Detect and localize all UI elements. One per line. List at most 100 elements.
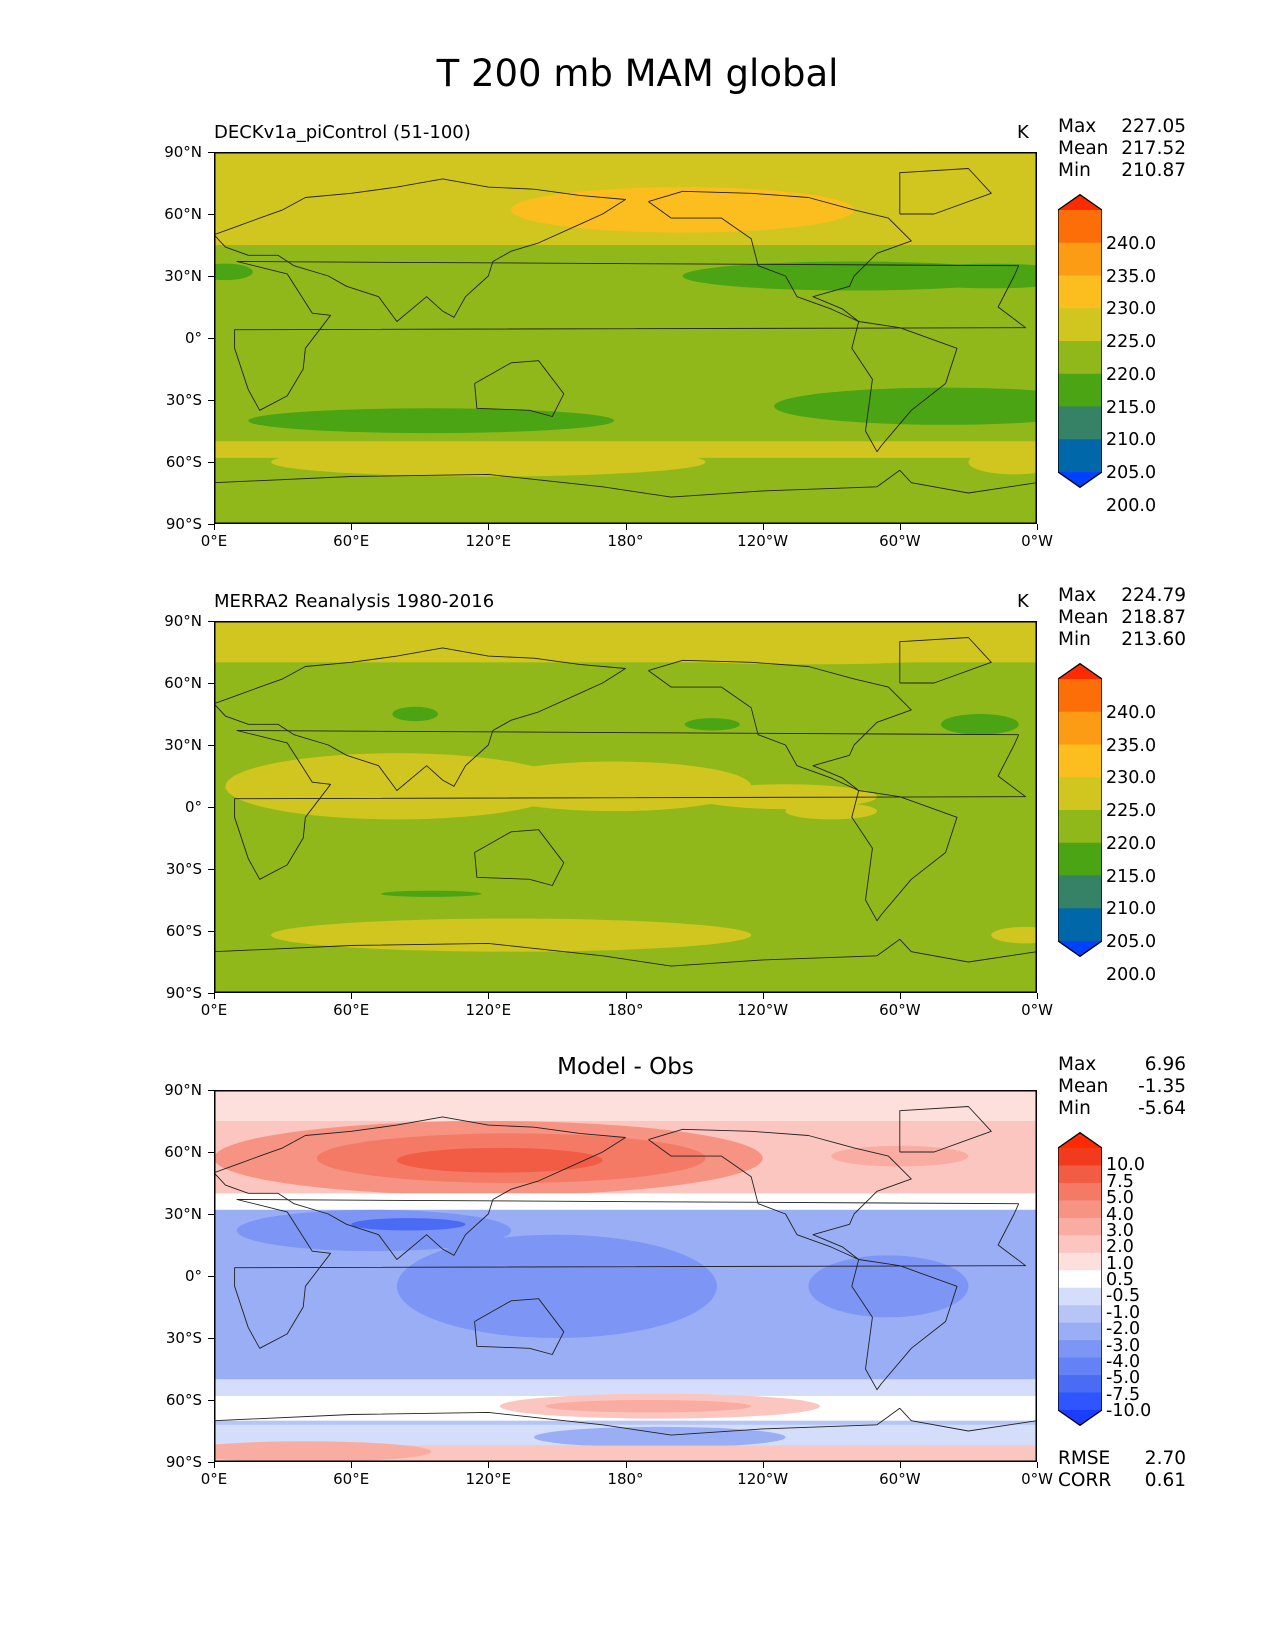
lon-tick-mark xyxy=(488,1462,490,1468)
lat-tick-mark xyxy=(208,621,214,622)
lat-tick-mark xyxy=(208,683,214,684)
coastline-north-america xyxy=(648,190,912,322)
coastline-south-america xyxy=(851,321,958,453)
stat-value-max: 227.05 xyxy=(1121,116,1186,137)
colorbar-level-label: 230.0 xyxy=(1106,768,1157,789)
colorbar-level-label: 230.0 xyxy=(1106,299,1157,320)
stat-value-min: -5.64 xyxy=(1138,1098,1186,1119)
coastline-eurasia xyxy=(213,647,626,791)
field-southern-light xyxy=(214,1379,1037,1396)
colorbar-swatch xyxy=(1058,373,1102,408)
colorbar-level-label: 240.0 xyxy=(1106,233,1157,254)
colorbar-extend-min xyxy=(1058,941,1102,957)
lat-tick-mark xyxy=(208,152,214,153)
stat-row-min: Min -5.64 xyxy=(1058,1098,1186,1120)
stat-label-mean: Mean xyxy=(1058,1076,1109,1097)
stat-value-mean: 218.87 xyxy=(1121,607,1186,628)
lat-tick-label: 0° xyxy=(184,798,202,816)
stat-value-mean: 217.52 xyxy=(1121,138,1186,159)
colorbar-swatch xyxy=(1058,1252,1102,1271)
lat-tick-label: 30°S xyxy=(165,1329,202,1347)
lon-tick-mark xyxy=(899,524,901,530)
colorbar-svg xyxy=(1057,1131,1103,1427)
colorbar-swatch xyxy=(1058,1322,1102,1341)
lon-tick-mark xyxy=(1037,1462,1038,1468)
lon-tick-label: 180° xyxy=(607,1001,644,1019)
stat-row-max: Max 227.05 xyxy=(1058,116,1186,138)
colorbar-level-label: 220.0 xyxy=(1106,833,1157,854)
lat-tick-label: 60°S xyxy=(165,1391,202,1409)
colorbar-level-label: 0.5 xyxy=(1106,1270,1134,1290)
lon-tick-label: 60°W xyxy=(879,532,921,550)
lon-tick-label: 120°W xyxy=(737,532,789,550)
lon-tick-label: 0°E xyxy=(200,532,228,550)
panel-1-map xyxy=(197,152,1118,525)
colorbar-level-label: -0.5 xyxy=(1106,1286,1141,1307)
coastline-eurasia xyxy=(213,1116,626,1260)
stat-label-mean: Mean xyxy=(1058,138,1109,159)
lon-tick-mark xyxy=(214,1462,215,1468)
lat-tick-mark xyxy=(208,1338,214,1339)
field-cool-asia xyxy=(392,706,439,722)
lat-tick-label: 30°N xyxy=(164,736,202,754)
colorbar-level-label: 7.5 xyxy=(1106,1171,1134,1192)
coastline-greenland xyxy=(899,1106,992,1153)
lon-tick-mark xyxy=(488,993,490,999)
colorbar-swatch xyxy=(1058,439,1102,473)
colorbar-level-label: -3.0 xyxy=(1106,1335,1141,1356)
colorbar-swatch xyxy=(1058,1217,1102,1236)
field-tropics-cool-pacific xyxy=(396,1234,717,1338)
lon-tick-label: 60°W xyxy=(879,1001,921,1019)
colorbar-swatch xyxy=(1058,1340,1102,1359)
colorbar-level-label: 210.0 xyxy=(1106,899,1157,920)
colorbar-swatch xyxy=(1058,210,1102,244)
stat-value-min: 213.60 xyxy=(1121,629,1186,650)
colorbar-level-label: 240.0 xyxy=(1106,702,1157,723)
colorbar-swatch xyxy=(1058,1375,1102,1394)
lat-tick-label: 90°S xyxy=(165,515,202,533)
colorbar-swatch xyxy=(1058,1392,1102,1411)
colorbar-level-label: 235.0 xyxy=(1106,735,1157,756)
lon-tick-mark xyxy=(214,524,215,530)
lon-tick-label: 0°W xyxy=(1021,1470,1053,1488)
colorbar-swatch xyxy=(1058,242,1102,277)
lon-tick-mark xyxy=(762,1462,764,1468)
field-tropical-warm-andes xyxy=(785,802,877,820)
lat-tick-mark xyxy=(208,993,214,994)
colorbar-level-label: 220.0 xyxy=(1106,364,1157,385)
panel-2-map xyxy=(213,621,1060,994)
stat-value-min: 210.87 xyxy=(1121,160,1186,181)
colorbar-swatch xyxy=(1058,1270,1102,1289)
stat-row-mean: Mean 217.52 xyxy=(1058,138,1186,160)
colorbar-swatch xyxy=(1058,1287,1102,1306)
lon-tick-label: 120°E xyxy=(465,1470,512,1488)
colorbar-level-label: 225.0 xyxy=(1106,332,1157,352)
coastline-greenland xyxy=(899,168,992,215)
lat-tick-label: 60°N xyxy=(164,1143,202,1161)
colorbar-level-label: 200.0 xyxy=(1106,495,1157,516)
lon-tick-label: 120°W xyxy=(737,1470,789,1488)
stat-label-max: Max xyxy=(1058,585,1097,606)
lon-tick-mark xyxy=(351,524,353,530)
colorbar-swatch xyxy=(1058,777,1102,811)
panel-1-title: DECKv1a_piControl (51-100) xyxy=(214,122,471,143)
panel-3-metrics: RMSE 2.70 CORR 0.61 xyxy=(1058,1448,1186,1492)
coastline-south-america xyxy=(851,790,958,922)
lat-tick-label: 90°S xyxy=(165,984,202,1002)
colorbar-swatch xyxy=(1058,875,1102,909)
panel-3-map xyxy=(179,1090,1038,1463)
coastline-australia xyxy=(474,829,565,886)
colorbar-level-label: 235.0 xyxy=(1106,266,1157,287)
colorbar-level-label: -2.0 xyxy=(1106,1319,1141,1340)
colorbar-swatch xyxy=(1058,406,1102,440)
lon-tick-label: 120°E xyxy=(465,1001,512,1019)
colorbar-level-label: -1.0 xyxy=(1106,1302,1141,1323)
lat-tick-mark xyxy=(208,1214,214,1215)
coastline-north-america xyxy=(648,1128,912,1260)
coastline-africa xyxy=(234,1199,1027,1349)
panel-2-map-svg xyxy=(213,621,1060,994)
field-cool-south-indian xyxy=(248,408,615,434)
panel-1-colorbar xyxy=(1057,193,1103,489)
lon-tick-mark xyxy=(899,993,901,999)
